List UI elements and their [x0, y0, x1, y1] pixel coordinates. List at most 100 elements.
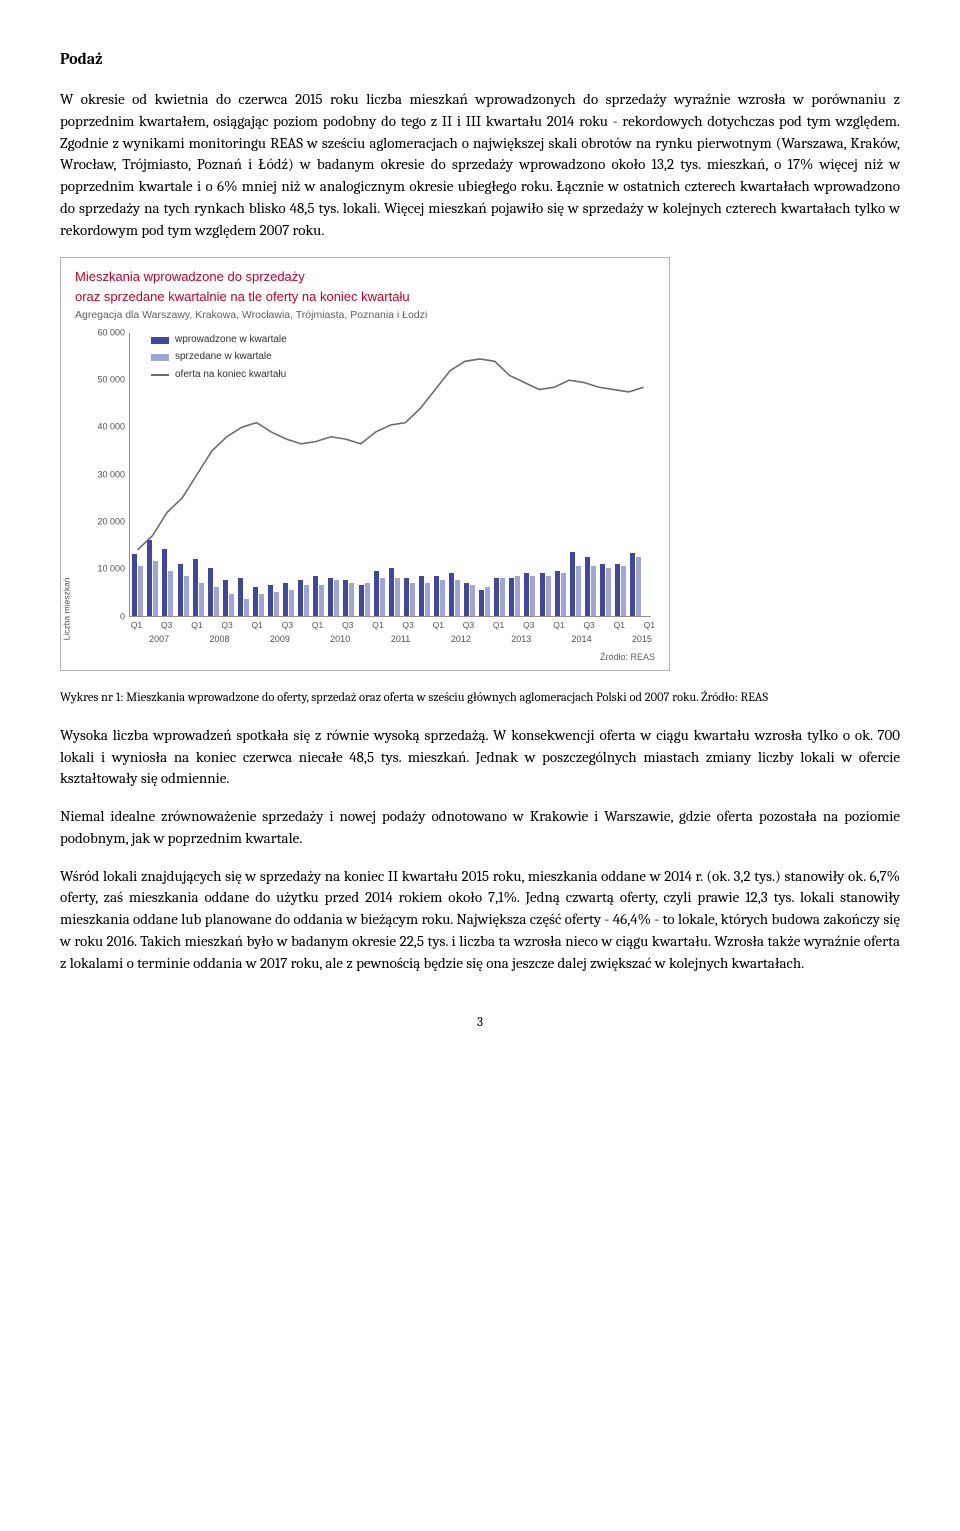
bar-introduced	[283, 583, 288, 616]
x-quarter-label: Q1	[312, 619, 323, 631]
x-quarter-label: Q1	[372, 619, 383, 631]
bar-sold	[304, 585, 309, 616]
x-year-label: 2008	[209, 633, 229, 646]
bar-sold	[214, 587, 219, 615]
bar-sold	[274, 592, 279, 616]
bar-group	[540, 573, 551, 616]
bar-introduced	[328, 578, 333, 616]
bar-group	[449, 573, 460, 616]
x-year-label: 2011	[391, 633, 410, 646]
bar-group	[162, 549, 173, 615]
x-year-label: 2010	[330, 633, 350, 646]
bar-introduced	[313, 576, 318, 616]
bar-sold	[530, 576, 535, 616]
bar-introduced	[509, 578, 514, 616]
bar-introduced	[434, 576, 439, 616]
x-year-label: 2007	[149, 633, 169, 646]
x-quarter-label: Q1	[614, 619, 625, 631]
paragraph-3: Niemal idealne zrównoważenie sprzedaży i…	[60, 806, 900, 850]
bar-sold	[334, 580, 339, 616]
bar-sold	[153, 561, 158, 615]
bar-sold	[168, 571, 173, 616]
bar-sold	[199, 583, 204, 616]
bar-introduced	[268, 585, 273, 616]
bar-group	[238, 578, 249, 616]
bar-sold	[561, 573, 566, 616]
bar-sold	[184, 576, 189, 616]
bar-introduced	[238, 578, 243, 616]
bar-sold	[395, 578, 400, 616]
y-tick: 30 000	[97, 468, 125, 481]
bar-group	[208, 568, 219, 615]
bar-sold	[410, 583, 415, 616]
x-quarter-label: Q3	[161, 619, 172, 631]
chart-x-quarter-labels: Q1Q3Q1Q3Q1Q3Q1Q3Q1Q3Q1Q3Q1Q3Q1Q3Q1Q1	[129, 619, 651, 631]
chart-title-line2: oraz sprzedane kwartalnie na tle oferty …	[75, 288, 655, 306]
chart-plot-area: wprowadzone w kwartale sprzedane w kwart…	[81, 333, 655, 643]
bar-group	[464, 583, 475, 616]
page-number: 3	[60, 1014, 900, 1033]
bar-group	[313, 576, 324, 616]
bar-sold	[349, 583, 354, 616]
bar-group	[389, 568, 400, 615]
chart-x-year-labels: 200720082009201020112012201320142015	[129, 633, 651, 645]
bar-introduced	[555, 571, 560, 616]
bar-sold	[621, 566, 626, 616]
bar-introduced	[449, 573, 454, 616]
bar-sold	[515, 576, 520, 616]
paragraph-intro: W okresie od kwietnia do czerwca 2015 ro…	[60, 89, 900, 241]
y-tick: 10 000	[97, 563, 125, 576]
bar-group	[193, 559, 204, 616]
bar-introduced	[147, 540, 152, 616]
chart-container: Mieszkania wprowadzone do sprzedaży oraz…	[60, 257, 670, 670]
chart-source: Źródło: REAS	[75, 651, 655, 664]
bar-sold	[500, 578, 505, 616]
bar-sold	[244, 599, 249, 616]
bar-group	[253, 587, 264, 615]
bar-group	[359, 583, 370, 616]
bar-group	[570, 552, 581, 616]
bar-introduced	[494, 578, 499, 616]
bar-group	[419, 576, 430, 616]
bar-introduced	[419, 576, 424, 616]
bar-group	[404, 578, 415, 616]
bar-group	[509, 576, 520, 616]
bar-sold	[440, 580, 445, 616]
bar-sold	[606, 568, 611, 615]
bar-group	[283, 583, 294, 616]
bar-group	[630, 553, 641, 615]
chart-aggregation: Agregacja dla Warszawy, Krakowa, Wrocław…	[75, 308, 655, 323]
bar-sold	[470, 585, 475, 616]
section-heading: Podaż	[60, 48, 900, 71]
y-tick: 60 000	[97, 326, 125, 339]
x-quarter-label: Q1	[553, 619, 564, 631]
bar-introduced	[193, 559, 198, 616]
bar-group	[585, 557, 596, 616]
x-quarter-label: Q3	[342, 619, 353, 631]
bar-group	[147, 540, 158, 616]
bar-group	[615, 564, 626, 616]
x-quarter-label: Q1	[191, 619, 202, 631]
x-quarter-label: Q3	[402, 619, 413, 631]
x-year-label: 2013	[511, 633, 531, 646]
y-tick: 20 000	[97, 516, 125, 529]
bar-group	[178, 564, 189, 616]
x-year-label: 2015	[632, 633, 652, 646]
chart-title-line1: Mieszkania wprowadzone do sprzedaży	[75, 268, 655, 286]
bar-sold	[485, 587, 490, 615]
x-quarter-label: Q1	[252, 619, 263, 631]
y-tick: 50 000	[97, 374, 125, 387]
bar-introduced	[253, 587, 258, 615]
x-quarter-label: Q3	[282, 619, 293, 631]
paragraph-2: Wysoka liczba wprowadzeń spotkała się z …	[60, 725, 900, 790]
bar-sold	[229, 594, 234, 615]
bar-introduced	[615, 564, 620, 616]
bar-introduced	[540, 573, 545, 616]
bar-introduced	[223, 580, 228, 616]
bar-group	[328, 578, 339, 616]
paragraph-4: Wśród lokali znajdujących się w sprzedaż…	[60, 866, 900, 975]
bar-sold	[259, 594, 264, 615]
bar-introduced	[359, 585, 364, 616]
bar-introduced	[600, 564, 605, 616]
bar-introduced	[585, 557, 590, 616]
